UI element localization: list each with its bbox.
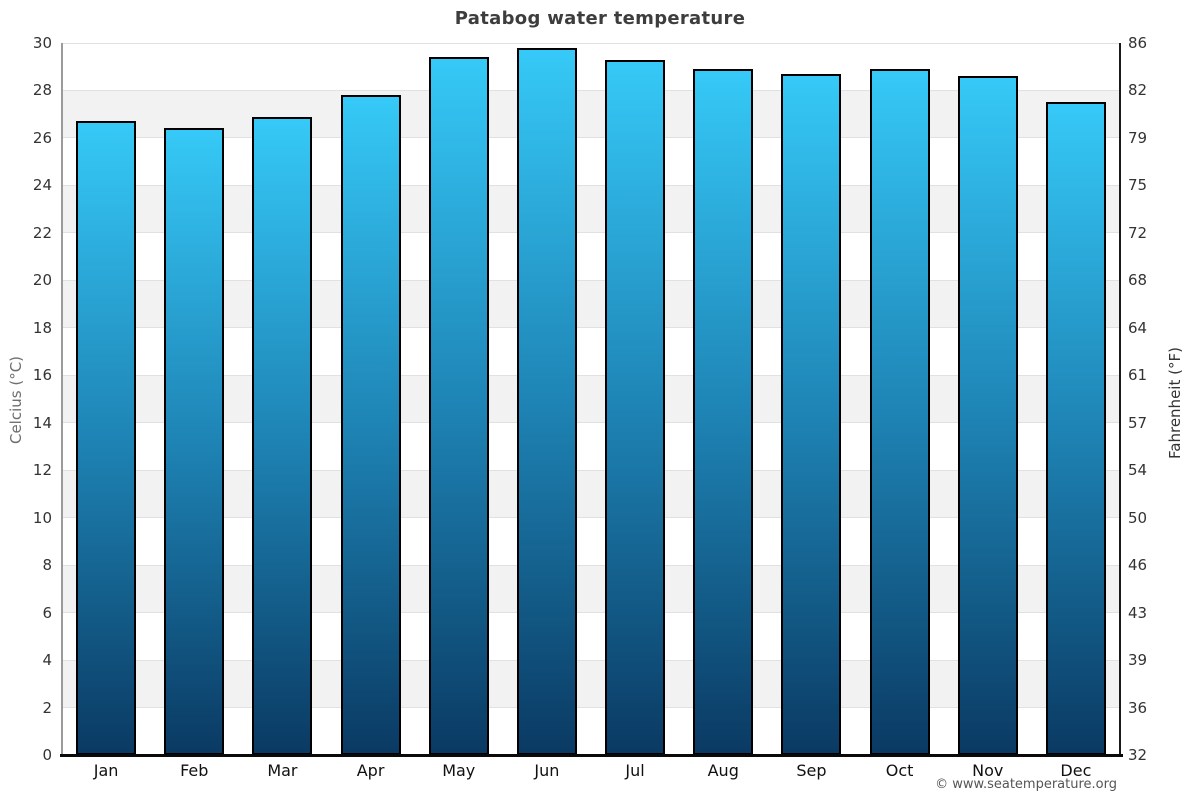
celsius-tick-8: 8 — [42, 556, 52, 575]
bar-jan[interactable] — [76, 121, 137, 755]
x-tick-jan: Jan — [93, 761, 119, 780]
celsius-tick-12: 12 — [32, 461, 52, 480]
x-tick-may: May — [442, 761, 476, 780]
bar-feb[interactable] — [164, 128, 225, 755]
fahrenheit-tick-82: 82 — [1128, 81, 1148, 100]
celsius-tick-10: 10 — [32, 508, 52, 527]
gridline — [62, 137, 1120, 139]
x-tick-feb: Feb — [180, 761, 209, 780]
fahrenheit-tick-79: 79 — [1128, 128, 1148, 147]
fahrenheit-tick-75: 75 — [1128, 176, 1148, 195]
grid-band — [62, 375, 1120, 423]
fahrenheit-tick-64: 64 — [1128, 318, 1148, 337]
gridline — [62, 374, 1120, 376]
celsius-tick-14: 14 — [32, 413, 52, 432]
bar-oct[interactable] — [869, 69, 930, 755]
grid-band — [62, 280, 1120, 328]
fahrenheit-tick-43: 43 — [1128, 603, 1148, 622]
plot-area — [62, 42, 1120, 756]
fahrenheit-tick-50: 50 — [1128, 508, 1148, 527]
celsius-tick-0: 0 — [42, 746, 52, 764]
fahrenheit-tick-39: 39 — [1128, 651, 1148, 670]
grid-band — [62, 185, 1120, 233]
celsius-tick-16: 16 — [32, 366, 52, 385]
gridline — [62, 564, 1120, 566]
fahrenheit-tick-54: 54 — [1128, 461, 1148, 480]
gridline — [62, 89, 1120, 91]
x-tick-mar: Mar — [267, 761, 298, 780]
celsius-tick-28: 28 — [32, 81, 52, 100]
grid-band — [62, 470, 1120, 518]
x-tick-oct: Oct — [885, 761, 914, 780]
bar-aug[interactable] — [693, 69, 754, 755]
left-axis-line — [61, 43, 63, 755]
x-tick-jun: Jun — [534, 761, 560, 780]
month-tick-labels: Jan Feb Mar Apr May Jun Jul Aug Sep Oct Nov Dec — [62, 761, 1120, 785]
fahrenheit-tick-36: 36 — [1128, 698, 1148, 717]
celsius-tick-30: 30 — [32, 34, 52, 52]
chart-title: Patabog water temperature — [454, 8, 746, 29]
gridline — [62, 279, 1120, 281]
grid-band — [62, 43, 1120, 91]
grid-band — [62, 707, 1120, 755]
gridline — [62, 612, 1120, 614]
gridline — [62, 327, 1120, 329]
bar-sep[interactable] — [781, 73, 842, 755]
gridline — [62, 659, 1120, 661]
x-tick-apr: Apr — [356, 761, 385, 780]
fahrenheit-tick-labels: 86 82 79 75 72 68 64 61 57 54 50 46 43 39 36 32 — [1128, 34, 1188, 764]
celsius-tick-labels: 30 28 26 24 22 20 18 16 14 12 10 8 6 4 2 0 — [2, 34, 52, 764]
right-axis-title: Fahrenheit (°F) — [1166, 347, 1184, 459]
grid-band — [62, 232, 1120, 281]
grid-band — [62, 517, 1120, 566]
celsius-tick-24: 24 — [32, 176, 52, 195]
celsius-tick-6: 6 — [42, 603, 52, 622]
bar-jun[interactable] — [516, 47, 577, 755]
x-tick-sep: Sep — [796, 761, 827, 780]
bar-nov[interactable] — [957, 76, 1018, 755]
grid-band — [62, 612, 1120, 661]
x-tick-jul: Jul — [625, 761, 645, 780]
x-tick-nov: Nov — [972, 761, 1004, 780]
gridline — [62, 184, 1120, 186]
bar-apr[interactable] — [340, 95, 401, 755]
x-axis-baseline — [60, 754, 1123, 757]
gridline — [62, 422, 1120, 424]
grid-band — [62, 137, 1120, 186]
gridline — [62, 232, 1120, 234]
fahrenheit-tick-46: 46 — [1128, 556, 1148, 575]
x-tick-aug: Aug — [707, 761, 739, 780]
bar-jul[interactable] — [605, 59, 666, 755]
bar-mar[interactable] — [252, 116, 313, 755]
fahrenheit-tick-32: 32 — [1128, 746, 1148, 764]
bar-may[interactable] — [428, 57, 489, 755]
celsius-tick-26: 26 — [32, 128, 52, 147]
bar-dec[interactable] — [1045, 102, 1106, 755]
fahrenheit-tick-86: 86 — [1128, 34, 1148, 52]
celsius-tick-22: 22 — [32, 223, 52, 242]
gridline — [62, 42, 1120, 44]
attribution-link[interactable]: © www.seatemperature.org — [935, 777, 1117, 792]
grid-band — [62, 565, 1120, 613]
gridline — [62, 517, 1120, 519]
x-tick-dec: Dec — [1060, 761, 1092, 780]
celsius-tick-2: 2 — [42, 698, 52, 717]
celsius-tick-4: 4 — [42, 651, 52, 670]
fahrenheit-tick-57: 57 — [1128, 413, 1148, 432]
right-axis-line — [1119, 43, 1121, 755]
grid-band — [62, 90, 1120, 138]
grid-band — [62, 660, 1120, 708]
celsius-tick-18: 18 — [32, 318, 52, 337]
left-axis-title: Celcius (°C) — [7, 355, 25, 445]
grid-band — [62, 327, 1120, 376]
fahrenheit-tick-61: 61 — [1128, 366, 1148, 385]
fahrenheit-tick-68: 68 — [1128, 271, 1148, 290]
gridline — [62, 707, 1120, 709]
celsius-tick-20: 20 — [32, 271, 52, 290]
gridline — [62, 469, 1120, 471]
fahrenheit-tick-72: 72 — [1128, 223, 1148, 242]
grid-band — [62, 422, 1120, 471]
